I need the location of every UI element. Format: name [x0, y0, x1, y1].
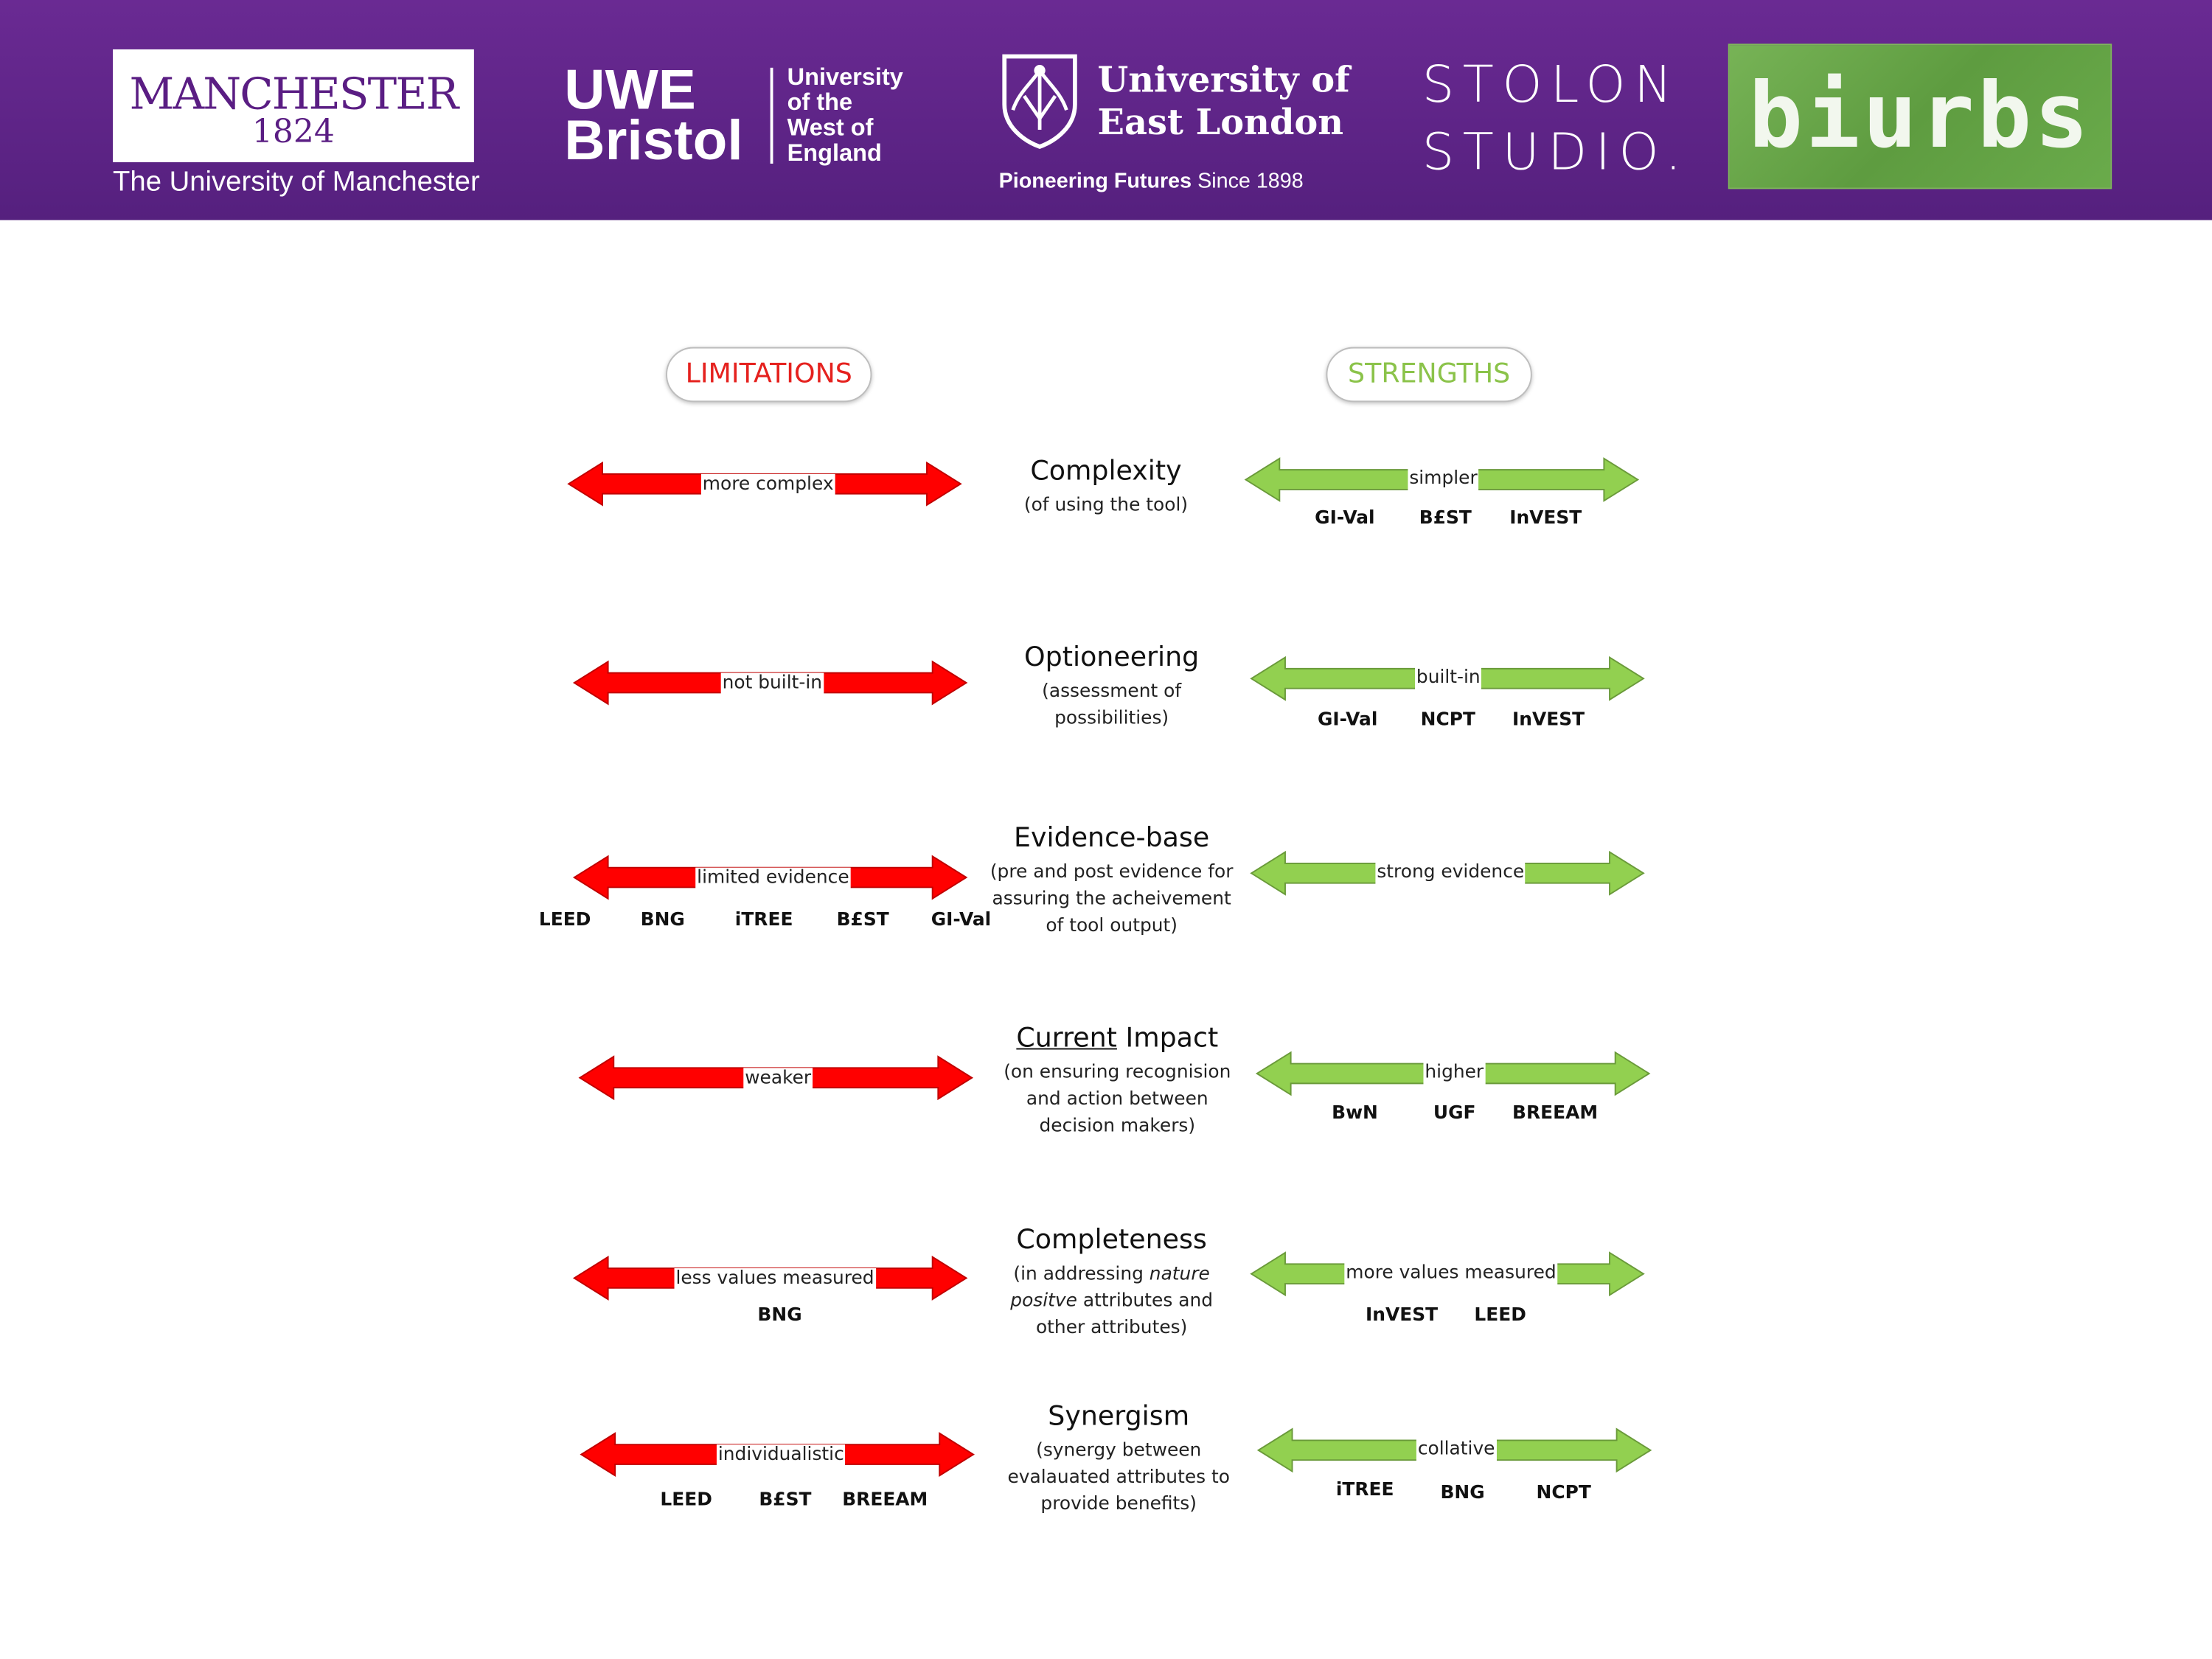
- limitation-label: individualistic: [716, 1444, 846, 1467]
- uwe-logo-line: England: [787, 139, 882, 167]
- criterion-title-underlined: Current: [1016, 1023, 1117, 1054]
- limitation-tool: B£ST: [836, 910, 889, 931]
- criterion-title: Current Impact: [984, 1023, 1250, 1054]
- criterion-description: positve attributes and: [979, 1288, 1245, 1315]
- strength-label: simpler: [1408, 468, 1479, 491]
- criterion-title: Completeness: [1016, 1224, 1207, 1256]
- uel-logo-line1: University of: [1097, 59, 1350, 100]
- strength-tool: BREEAM: [1512, 1103, 1599, 1124]
- manchester-logo-name: MANCHESTER: [129, 69, 459, 120]
- strength-tool: LEED: [1474, 1304, 1526, 1326]
- criterion-description: provide benefits): [1040, 1494, 1197, 1515]
- criterion-description: and action between: [1026, 1089, 1208, 1110]
- stolon-logo-line2: STUDIO.: [1422, 124, 1690, 182]
- criterion-title: Evidence-base: [1014, 822, 1210, 854]
- criterion-description: (on ensuring recognision: [1004, 1062, 1231, 1084]
- strength-tool: NCPT: [1420, 709, 1475, 731]
- biurbs-logo-text: biurbs: [1748, 65, 2092, 170]
- strength-tool: InVEST: [1366, 1304, 1439, 1326]
- strength-tool: NCPT: [1536, 1482, 1591, 1504]
- limitation-tool: iTREE: [734, 910, 793, 931]
- strength-tool: BwN: [1332, 1103, 1378, 1124]
- uel-tagline-bold: Pioneering Futures: [998, 169, 1192, 194]
- description-italic: positve: [1010, 1290, 1077, 1312]
- uwe-logo-line: West of: [787, 114, 874, 142]
- criterion-description: possibilities): [1054, 708, 1169, 730]
- limitation-tool: GI-Val: [931, 910, 992, 931]
- uel-logo-line2: East London: [1097, 101, 1344, 143]
- strength-tool: iTREE: [1335, 1480, 1394, 1501]
- uel-tagline-rest: Since 1898: [1192, 169, 1304, 194]
- criterion-description: other attributes): [1035, 1317, 1188, 1339]
- limitation-label: limited evidence: [695, 867, 851, 891]
- manchester-logo: MANCHESTER 1824: [113, 49, 474, 163]
- description-italic: nature: [1149, 1264, 1210, 1285]
- uel-crest-icon: [1002, 54, 1077, 150]
- strengths-heading: STRENGTHS: [1326, 347, 1532, 403]
- criterion-description: (of using the tool): [1023, 495, 1189, 517]
- criterion-description: (assessment of: [1042, 681, 1182, 703]
- criterion-title: Optioneering: [1024, 641, 1200, 673]
- strength-label: collative: [1416, 1439, 1497, 1462]
- stolon-logo-line1: STOLON: [1422, 56, 1681, 114]
- criterion-title: Complexity: [1030, 455, 1182, 487]
- description-text: (in addressing: [1013, 1264, 1150, 1285]
- logo-banner: MANCHESTER 1824 The University of Manche…: [0, 0, 2212, 220]
- strength-tool: BNG: [1440, 1482, 1485, 1504]
- limitation-tool: LEED: [660, 1489, 712, 1512]
- limitation-tool: LEED: [538, 910, 591, 931]
- uwe-logo-divider: [770, 67, 773, 164]
- limitation-tool: BREEAM: [842, 1489, 928, 1512]
- uel-logo-tagline: Pioneering Futures Since 1898: [999, 170, 1304, 194]
- strength-tool: InVEST: [1509, 507, 1582, 529]
- strength-tool: UGF: [1433, 1103, 1476, 1124]
- description-text: attributes and: [1077, 1290, 1214, 1312]
- manchester-logo-year: 1824: [251, 114, 335, 151]
- manchester-logo-subtitle: The University of Manchester: [113, 166, 480, 198]
- uwe-logo-line: University: [787, 63, 903, 91]
- limitation-label: more complex: [700, 473, 835, 497]
- strength-tool: GI-Val: [1317, 709, 1378, 731]
- strength-tool: GI-Val: [1315, 507, 1375, 529]
- biurbs-logo: biurbs: [1728, 44, 2112, 189]
- strength-label: built-in: [1415, 667, 1482, 690]
- limitation-tool: BNG: [640, 910, 685, 931]
- criterion-title: Synergism: [1048, 1400, 1190, 1432]
- limitation-label: less values measured: [674, 1268, 876, 1291]
- criterion-description: of tool output): [1046, 915, 1178, 937]
- limitations-heading: LIMITATIONS: [666, 347, 872, 403]
- criterion-description: (synergy between: [1036, 1440, 1202, 1462]
- strength-label: more values measured: [1344, 1262, 1558, 1285]
- limitation-label: not built-in: [720, 672, 824, 696]
- limitation-tool: BNG: [757, 1304, 802, 1326]
- limitation-tool: B£ST: [759, 1489, 812, 1512]
- strength-label: higher: [1423, 1062, 1486, 1085]
- criterion-description: assuring the acheivement: [992, 888, 1231, 911]
- strength-tool: B£ST: [1419, 507, 1472, 529]
- strength-tool: InVEST: [1512, 709, 1585, 731]
- criterion-title-rest: Impact: [1116, 1023, 1219, 1054]
- criterion-description: (pre and post evidence for: [990, 862, 1234, 883]
- criterion-description: evalauated attributes to: [1007, 1467, 1230, 1489]
- uwe-logo-line: of the: [787, 88, 853, 116]
- criterion-description: decision makers): [1039, 1116, 1196, 1138]
- uwe-logo-city: Bristol: [564, 110, 743, 173]
- limitation-label: weaker: [743, 1068, 813, 1091]
- criterion-description: (in addressing nature: [979, 1261, 1245, 1287]
- uwe-logo-short: UWE: [564, 59, 696, 122]
- strength-label: strong evidence: [1375, 862, 1526, 885]
